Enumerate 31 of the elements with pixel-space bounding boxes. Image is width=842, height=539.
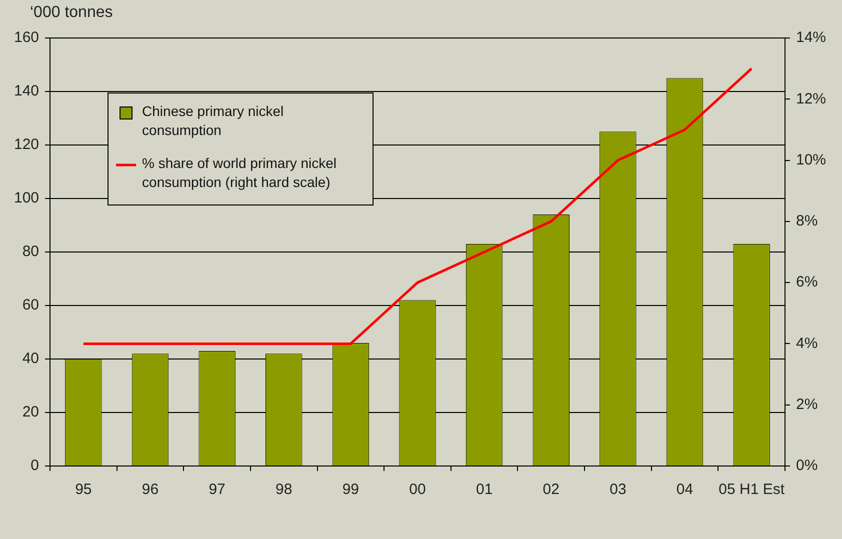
x-tick-label: 02	[542, 481, 560, 498]
y-tick-label: 60	[22, 296, 40, 314]
y-tick-label: 20	[22, 404, 40, 421]
y-axis-title: ‘000 tonnes	[30, 4, 113, 22]
x-tick-label: 95	[75, 481, 92, 498]
y-tick-label: 80	[22, 243, 40, 260]
x-tick-label: 04	[676, 481, 694, 498]
x-tick-label: 03	[610, 481, 626, 498]
y2-tick-label: 8%	[796, 212, 818, 230]
y2-tick-label: 0%	[796, 457, 818, 474]
x-tick-label: 01	[476, 481, 493, 498]
y-tick-label: 140	[14, 82, 40, 100]
y-tick-label: 0	[30, 457, 40, 474]
x-tick-label: 98	[276, 481, 292, 498]
y-tick-label: 160	[14, 29, 40, 46]
y2-tick-label: 10%	[796, 151, 826, 168]
x-tick-label: 96	[142, 481, 159, 498]
y-tick-label: 100	[14, 190, 40, 207]
y2-tick-label: 2%	[796, 396, 818, 413]
y-tick-label: 40	[22, 350, 40, 368]
y2-tick-label: 14%	[796, 29, 826, 46]
y2-tick-label: 6%	[796, 274, 818, 291]
x-tick-label: 00	[409, 481, 426, 498]
x-tick-label: 05 H1 Est	[718, 481, 786, 498]
y-tick-label: 120	[14, 136, 40, 154]
y2-tick-label: 12%	[796, 90, 826, 108]
x-tick-label: 99	[342, 481, 360, 498]
legend-label: Chinese primary nickel consumption	[142, 102, 284, 138]
legend-label: % share of world primary nickel consumption (right hard scale)	[142, 154, 337, 190]
x-tick-label: 97	[208, 481, 226, 498]
y2-tick-label: 4%	[796, 334, 818, 352]
